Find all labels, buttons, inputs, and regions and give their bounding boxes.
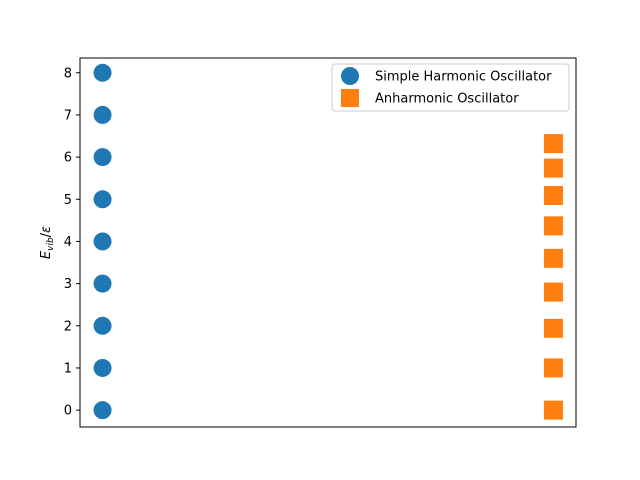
- y-tick-label: 7: [64, 108, 72, 123]
- point-series-2-8: [543, 134, 563, 154]
- y-tick-label: 5: [64, 193, 72, 208]
- y-tick-label: 6: [64, 151, 72, 166]
- axes-frame: [79, 57, 577, 428]
- legend-box: [331, 63, 570, 112]
- point-series-1-8: [93, 63, 112, 82]
- y-tick-label: 2: [64, 319, 72, 334]
- y-tick-label: 0: [64, 404, 72, 419]
- y-tick-label: 3: [64, 277, 72, 292]
- legend-label-1: Simple Harmonic Oscillator: [375, 70, 552, 85]
- legend-marker-1: [341, 67, 359, 85]
- point-series-1-0: [93, 401, 112, 420]
- legend-label-2: Anharmonic Oscillator: [375, 92, 519, 107]
- legend-marker-2: [341, 89, 359, 107]
- y-axis-ticks: 0 1 2 3 4 5 6 7 8: [64, 66, 80, 419]
- point-series-1-1: [93, 358, 112, 377]
- data-points: [93, 63, 563, 420]
- point-series-1-2: [93, 316, 112, 335]
- point-series-1-4: [93, 232, 112, 251]
- point-series-2-5: [543, 216, 563, 236]
- point-series-2-1: [543, 358, 563, 378]
- point-series-2-0: [543, 400, 563, 420]
- point-series-1-3: [93, 274, 112, 293]
- legend: Simple Harmonic Oscillator Anharmonic Osc…: [331, 63, 570, 112]
- point-series-1-6: [93, 148, 112, 167]
- y-tick-label: 1: [64, 361, 72, 376]
- point-series-2-2: [543, 318, 563, 338]
- point-series-1-7: [93, 105, 112, 124]
- y-tick-label: 4: [64, 235, 72, 250]
- y-tick-label: 8: [64, 66, 72, 81]
- point-series-2-4: [543, 248, 563, 268]
- point-series-2-7: [543, 158, 563, 178]
- point-series-2-6: [543, 185, 563, 205]
- point-series-2-3: [543, 282, 563, 302]
- y-axis-label: Evib/ε: [39, 226, 56, 259]
- point-series-1-5: [93, 190, 112, 209]
